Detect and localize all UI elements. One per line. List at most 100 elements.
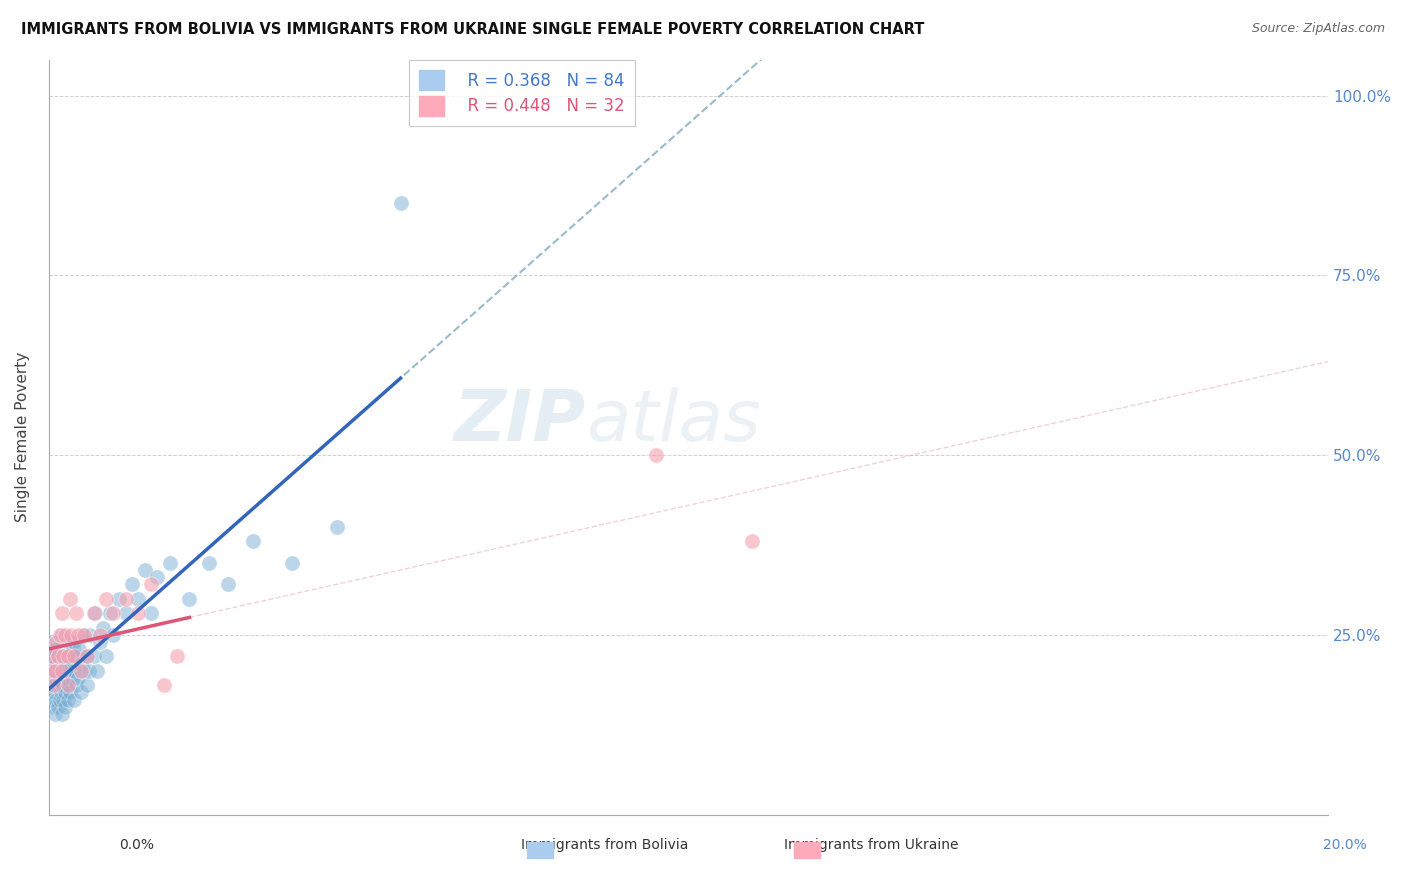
Point — [114, 591, 136, 606]
Point — [55, 657, 77, 671]
Point — [53, 649, 76, 664]
Point — [44, 664, 66, 678]
Point — [66, 628, 89, 642]
Point — [49, 685, 72, 699]
Point — [127, 606, 149, 620]
Point — [89, 628, 111, 642]
Point — [58, 678, 80, 692]
Point — [89, 635, 111, 649]
Point — [53, 628, 76, 642]
Point — [56, 692, 79, 706]
Point — [41, 635, 63, 649]
Point — [56, 649, 79, 664]
Point — [44, 706, 66, 721]
Point — [217, 577, 239, 591]
Point — [56, 635, 79, 649]
Point — [51, 606, 73, 620]
Point — [139, 606, 162, 620]
Point — [101, 606, 124, 620]
Point — [741, 534, 763, 549]
Y-axis label: Single Female Poverty: Single Female Poverty — [15, 352, 30, 522]
Point — [63, 635, 86, 649]
Point — [153, 678, 176, 692]
Point — [45, 657, 67, 671]
Point — [281, 556, 304, 570]
Point — [44, 671, 66, 685]
Point — [44, 685, 66, 699]
Point — [51, 664, 73, 678]
Point — [79, 628, 101, 642]
Legend:   R = 0.368   N = 84,   R = 0.448   N = 32: R = 0.368 N = 84, R = 0.448 N = 32 — [409, 61, 636, 126]
Point — [42, 678, 65, 692]
Point — [39, 664, 62, 678]
Text: Immigrants from Bolivia: Immigrants from Bolivia — [520, 838, 689, 852]
Point — [59, 649, 82, 664]
Point — [46, 649, 69, 664]
Point — [48, 628, 70, 642]
Point — [86, 664, 108, 678]
Point — [46, 678, 69, 692]
Point — [39, 649, 62, 664]
Point — [179, 591, 201, 606]
Point — [73, 664, 96, 678]
Point — [46, 699, 69, 714]
Point — [52, 678, 75, 692]
Point — [98, 606, 121, 620]
Point — [62, 642, 84, 657]
Point — [63, 664, 86, 678]
Text: 20.0%: 20.0% — [1323, 838, 1367, 852]
Point — [114, 606, 136, 620]
Point — [76, 649, 98, 664]
Point — [108, 591, 131, 606]
Point — [83, 606, 105, 620]
Text: atlas: atlas — [586, 387, 761, 457]
Point — [70, 628, 93, 642]
Point — [59, 685, 82, 699]
Point — [146, 570, 169, 584]
Point — [139, 577, 162, 591]
Point — [42, 678, 65, 692]
Point — [51, 706, 73, 721]
Point — [134, 563, 156, 577]
Point — [59, 591, 82, 606]
Point — [45, 635, 67, 649]
Point — [45, 692, 67, 706]
Point — [39, 664, 62, 678]
Point — [60, 628, 83, 642]
Point — [52, 692, 75, 706]
Point — [67, 642, 90, 657]
Point — [44, 664, 66, 678]
Point — [242, 534, 264, 549]
Point — [41, 664, 63, 678]
Point — [65, 649, 87, 664]
Point — [389, 196, 412, 211]
Point — [127, 591, 149, 606]
Point — [41, 649, 63, 664]
Point — [65, 678, 87, 692]
Text: Immigrants from Ukraine: Immigrants from Ukraine — [785, 838, 959, 852]
Point — [63, 649, 86, 664]
Point — [39, 678, 62, 692]
Point — [56, 678, 79, 692]
Point — [53, 664, 76, 678]
Point — [76, 678, 98, 692]
Point — [51, 678, 73, 692]
Point — [44, 642, 66, 657]
Point — [91, 621, 114, 635]
Point — [51, 628, 73, 642]
Point — [42, 649, 65, 664]
Point — [51, 649, 73, 664]
Point — [46, 649, 69, 664]
Point — [56, 664, 79, 678]
Point — [96, 591, 118, 606]
Text: IMMIGRANTS FROM BOLIVIA VS IMMIGRANTS FROM UKRAINE SINGLE FEMALE POVERTY CORRELA: IMMIGRANTS FROM BOLIVIA VS IMMIGRANTS FR… — [21, 22, 925, 37]
Point — [52, 649, 75, 664]
Text: Source: ZipAtlas.com: Source: ZipAtlas.com — [1251, 22, 1385, 36]
Point — [60, 657, 83, 671]
Point — [83, 649, 105, 664]
Point — [48, 692, 70, 706]
Point — [76, 649, 98, 664]
Point — [65, 606, 87, 620]
Point — [53, 699, 76, 714]
Point — [101, 628, 124, 642]
